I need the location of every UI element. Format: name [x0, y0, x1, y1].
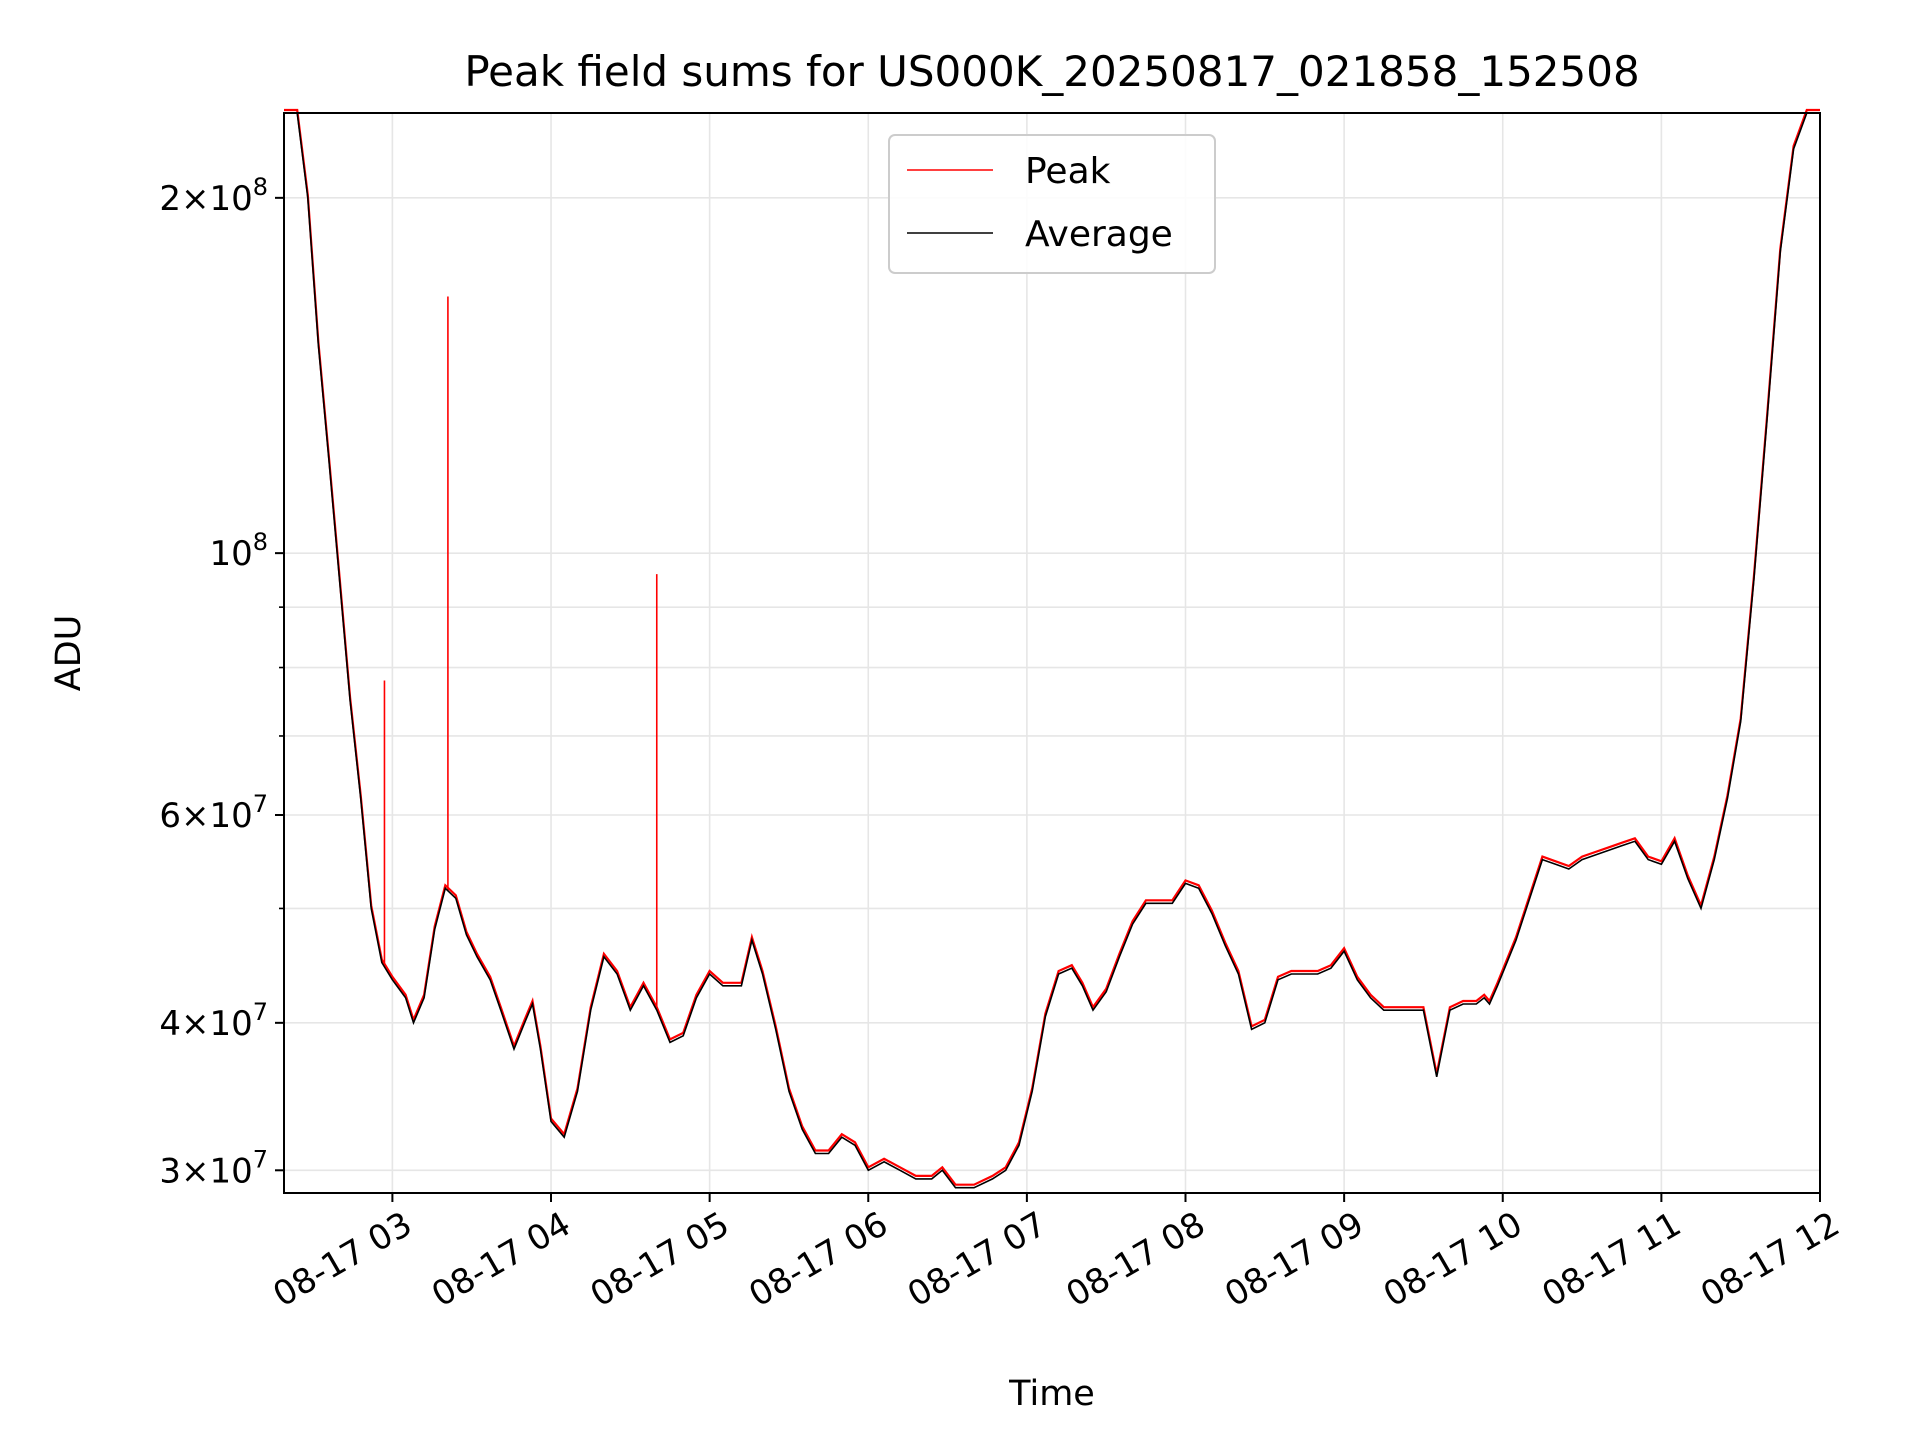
- x-tick-label: 08-17 06: [742, 1204, 894, 1315]
- y-tick-label: 108: [209, 528, 268, 574]
- x-tick-label: 08-17 10: [1377, 1204, 1529, 1315]
- x-tick-label: 08-17 04: [425, 1204, 577, 1315]
- x-tick-label: 08-17 05: [584, 1204, 736, 1315]
- legend-peak-label: Peak: [1025, 151, 1111, 192]
- grid-layer: [284, 113, 1821, 1193]
- x-tick-label: 08-17 03: [266, 1204, 418, 1315]
- x-axis-label: Time: [1008, 1374, 1095, 1414]
- series-average-line: [284, 112, 1820, 1189]
- x-tick-label: 08-17 12: [1694, 1204, 1846, 1315]
- y-tick-label: 2×108: [159, 173, 268, 219]
- x-tick-label: 08-17 07: [901, 1204, 1053, 1315]
- y-tick-label: 4×107: [159, 998, 268, 1044]
- y-axis-label: ADU: [49, 615, 89, 692]
- plot-frame: [283, 112, 1821, 1194]
- chart-title: Peak field sums for US000K_20250817_0218…: [464, 47, 1639, 96]
- y-tick-label: 6×107: [159, 790, 268, 836]
- legend: Peak Average: [888, 134, 1216, 274]
- x-tick-label: 08-17 11: [1535, 1204, 1687, 1315]
- legend-average-label: Average: [1025, 214, 1173, 255]
- series-layer: [284, 108, 1820, 1189]
- y-tick-label: 3×107: [159, 1145, 268, 1191]
- x-tick-label: 08-17 08: [1060, 1204, 1212, 1315]
- x-tick-label: 08-17 09: [1218, 1204, 1370, 1315]
